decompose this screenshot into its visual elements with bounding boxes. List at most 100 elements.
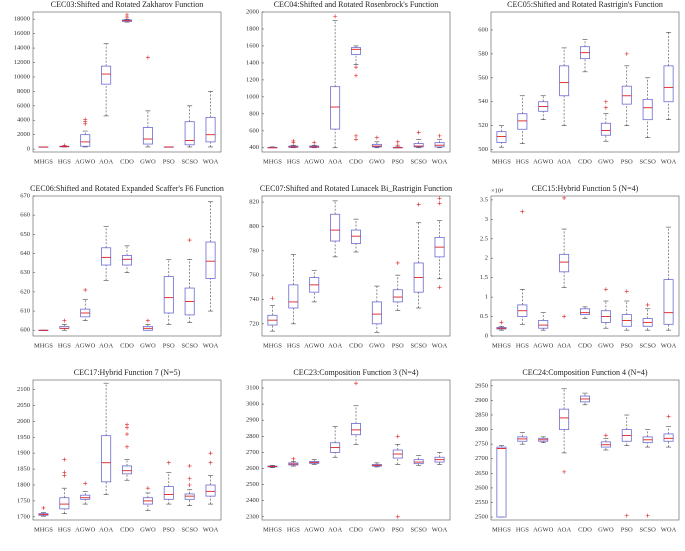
box xyxy=(559,65,570,97)
y-tick-label: 2800 xyxy=(475,426,488,433)
x-tick-label: MHGS xyxy=(34,158,53,165)
outlier xyxy=(145,318,150,323)
y-tick-label: 0.5 xyxy=(480,313,488,320)
plot-frame xyxy=(490,379,680,521)
x-tick-label: CDO xyxy=(578,342,592,349)
outlier xyxy=(562,314,567,319)
y-tick-label: 540 xyxy=(478,98,488,105)
y-tick-label: 1000 xyxy=(246,93,259,100)
x-tick-label: AGWO xyxy=(75,158,96,165)
plot-frame xyxy=(261,11,451,153)
y-tick-label: 4000 xyxy=(17,117,30,124)
box xyxy=(330,86,341,130)
box xyxy=(517,113,528,130)
x-tick-label: HGS xyxy=(287,158,300,165)
chart-title: CEC07:Shifted and Rotated Lunacek Bi_Ras… xyxy=(260,184,452,193)
x-tick-label: SCSO xyxy=(411,526,428,533)
outlier xyxy=(125,444,129,449)
outlier xyxy=(83,287,88,292)
y-tick-label: 2000 xyxy=(17,131,30,138)
plot-frame xyxy=(32,11,222,153)
outlier xyxy=(83,481,88,486)
outlier xyxy=(395,514,400,519)
box xyxy=(496,446,507,518)
y-tick-label: 1900 xyxy=(17,450,30,457)
chart-title: CEC23:Composition Function 3 (N=4) xyxy=(293,368,419,377)
outlier xyxy=(354,381,358,386)
outlier xyxy=(624,51,629,56)
x-tick-label: CDO xyxy=(578,526,592,533)
box xyxy=(621,85,632,105)
x-tick-label: SCSO xyxy=(182,342,199,349)
outlier xyxy=(354,133,358,138)
x-tick-label: PSO xyxy=(621,158,633,165)
x-tick-label: WOA xyxy=(203,158,219,165)
plot-frame xyxy=(490,11,680,153)
y-tick-label: 2650 xyxy=(475,470,488,477)
x-tick-label: HGS xyxy=(287,342,300,349)
outlier xyxy=(395,139,400,144)
x-tick-label: WOA xyxy=(432,526,448,533)
outlier xyxy=(437,196,442,201)
box xyxy=(351,47,361,55)
x-tick-label: AGWO xyxy=(75,526,96,533)
y-tick-label: 580 xyxy=(478,50,488,57)
outlier xyxy=(354,137,358,142)
x-tick-label: AGWO xyxy=(304,342,325,349)
y-tick-label: 1800 xyxy=(246,25,259,32)
outlier xyxy=(603,99,608,104)
outlier xyxy=(270,296,275,301)
chart-title: CEC24:Composition Function 4 (N=4) xyxy=(522,368,648,377)
x-tick-label: GWO xyxy=(598,342,614,349)
outlier xyxy=(437,133,442,138)
panel: CEC06:Shifted and Rotated Expanded Scaff… xyxy=(20,184,224,350)
y-tick-label: 2950 xyxy=(475,382,488,389)
y-tick-label: 2050 xyxy=(17,402,30,409)
y-multiplier: ×10⁴ xyxy=(491,187,504,194)
outlier xyxy=(520,209,525,214)
y-tick-label: 1700 xyxy=(17,513,30,520)
x-tick-label: GWO xyxy=(369,526,385,533)
box xyxy=(663,65,674,103)
y-tick-label: 2500 xyxy=(475,514,488,521)
panel: CEC15:Hybrid Function 5 (N=4) 0 0.5 1 1.5 2 2.… xyxy=(480,184,680,349)
y-tick-label: 2100 xyxy=(17,386,30,393)
box xyxy=(80,134,91,147)
x-tick-label: MHGS xyxy=(492,158,511,165)
box xyxy=(559,253,570,273)
x-tick-label: SCSO xyxy=(182,526,199,533)
x-tick-label: AGWO xyxy=(304,158,325,165)
x-tick-label: CDO xyxy=(578,158,592,165)
box xyxy=(80,494,91,500)
y-tick-label: 0 xyxy=(27,146,30,153)
chart-title: CEC03:Shifted and Rotated Zakharov Funct… xyxy=(51,0,203,9)
outlier xyxy=(83,117,88,122)
x-tick-label: AOA xyxy=(99,342,113,349)
outlier xyxy=(125,432,129,437)
outlier xyxy=(603,105,608,110)
y-tick-label: 400 xyxy=(249,144,259,151)
box xyxy=(413,143,424,148)
outlier xyxy=(208,460,213,465)
x-tick-label: AOA xyxy=(99,526,113,533)
outlier xyxy=(354,65,358,70)
y-tick-label: 2300 xyxy=(246,513,259,520)
x-tick-label: MHGS xyxy=(263,526,282,533)
y-tick-label: 820 xyxy=(249,199,259,206)
box xyxy=(663,279,674,325)
y-tick-label: 2900 xyxy=(246,417,259,424)
y-tick-label: 720 xyxy=(249,320,259,327)
y-tick-label: 2900 xyxy=(475,397,488,404)
outlier xyxy=(62,143,67,148)
box xyxy=(101,247,112,266)
outlier xyxy=(208,451,213,456)
x-tick-label: SCSO xyxy=(411,158,428,165)
y-tick-label: 6000 xyxy=(17,102,30,109)
outlier xyxy=(395,143,400,148)
panel: CEC03:Shifted and Rotated Zakharov Funct… xyxy=(14,0,222,165)
panel: CEC17:Hybrid Function 7 (N=5) 1700 1750 180… xyxy=(17,368,222,533)
x-tick-label: CDO xyxy=(349,526,363,533)
x-tick-label: AGWO xyxy=(533,158,554,165)
outlier xyxy=(645,302,650,307)
outlier xyxy=(416,202,421,207)
